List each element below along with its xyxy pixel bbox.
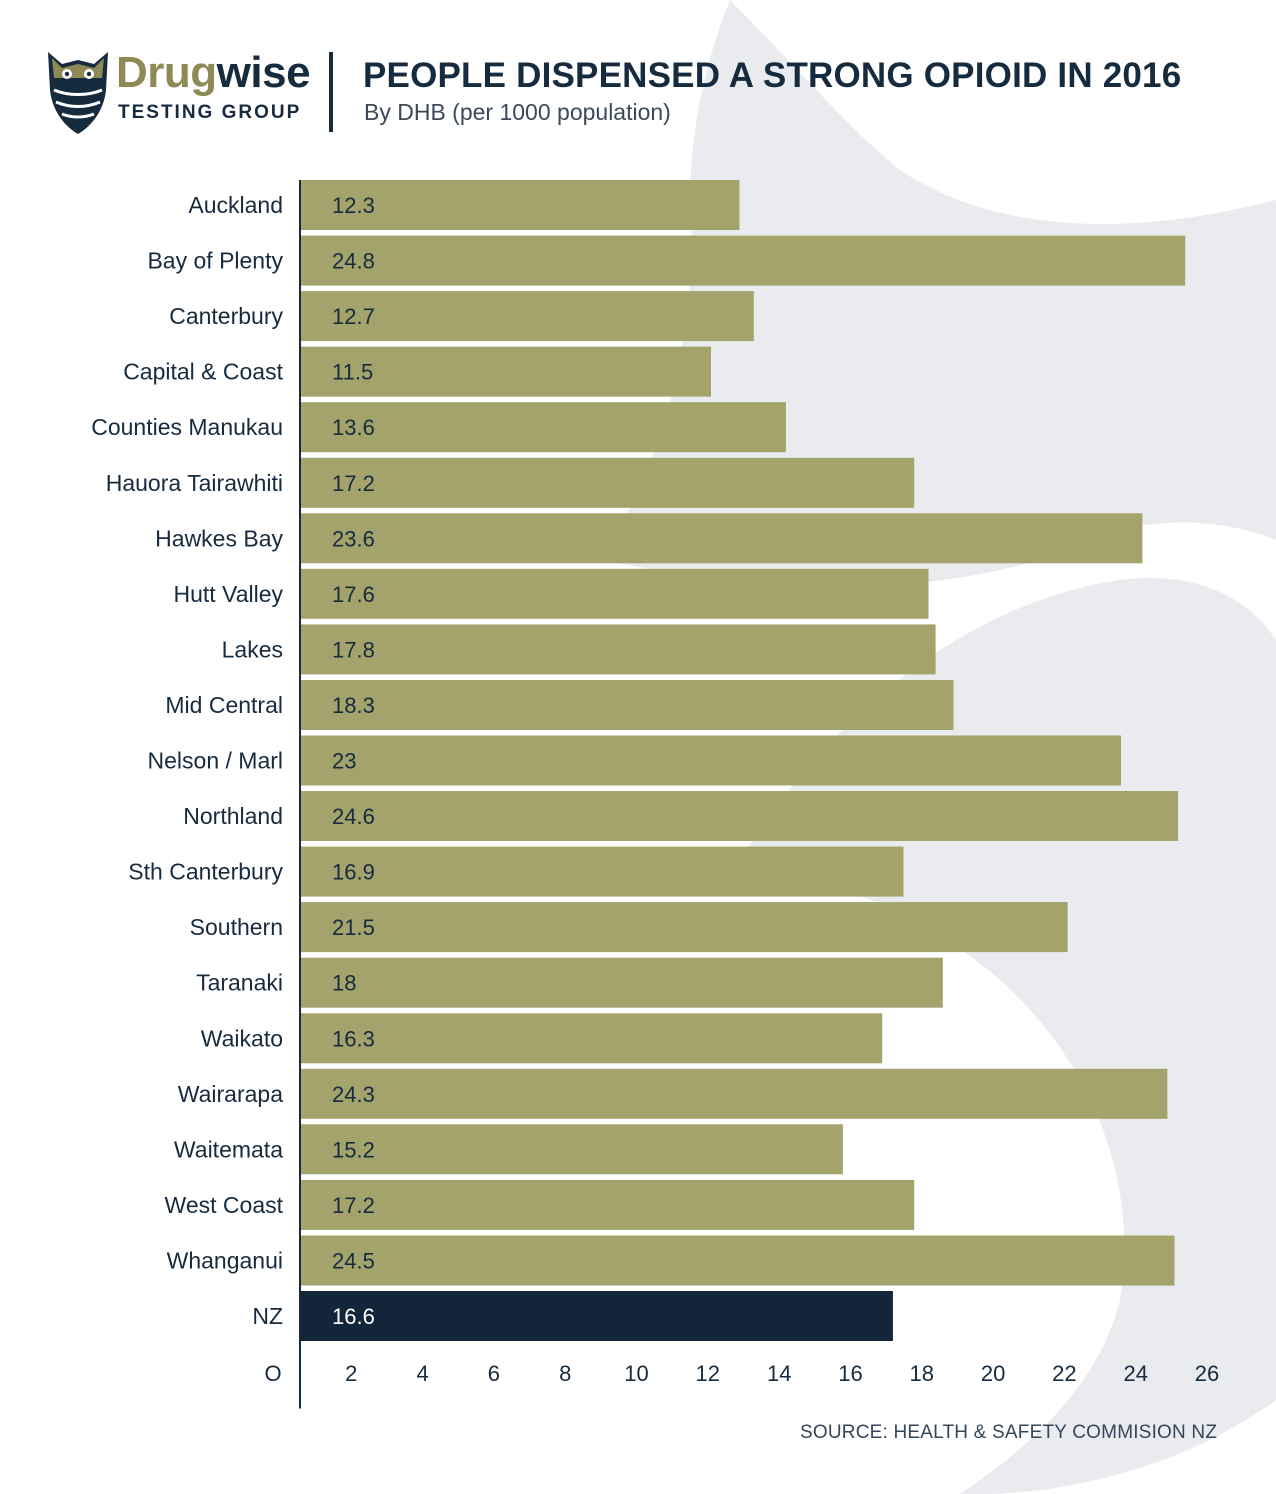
x-tick-label: O — [264, 1361, 281, 1386]
x-tick-label: 18 — [910, 1361, 934, 1386]
value-label: 16.9 — [332, 860, 375, 885]
value-label: 15.2 — [332, 1137, 375, 1162]
value-label: 16.3 — [332, 1026, 375, 1051]
bar — [301, 957, 943, 1008]
bar — [301, 291, 754, 342]
value-label: 18.3 — [332, 693, 375, 718]
category-label: NZ — [252, 1303, 283, 1329]
bar — [301, 735, 1121, 786]
bar — [301, 513, 1143, 564]
category-label: Hauora Tairawhiti — [106, 470, 283, 496]
category-label: Northland — [183, 803, 283, 829]
x-tick-label: 4 — [416, 1361, 428, 1386]
x-tick-label: 20 — [981, 1361, 1005, 1386]
category-label: Wairarapa — [178, 1081, 283, 1107]
category-label: Taranaki — [196, 970, 283, 996]
logo-word-part2: wise — [216, 48, 311, 97]
chart-subtitle: By DHB (per 1000 population) — [364, 99, 671, 125]
value-label: 11.5 — [332, 360, 373, 385]
value-label: 13.6 — [332, 415, 375, 440]
category-label: Auckland — [188, 192, 283, 218]
logo-word-part1: Drug — [116, 48, 217, 97]
value-label: 17.2 — [332, 471, 375, 496]
bar — [301, 457, 915, 508]
category-label: Hawkes Bay — [155, 525, 283, 551]
value-label: 17.6 — [332, 582, 375, 607]
category-label: Bay of Plenty — [147, 248, 283, 274]
logo: Drugwise TESTING GROUP — [44, 46, 314, 136]
value-label: 18 — [332, 971, 356, 996]
bar — [301, 1179, 915, 1230]
logo-wordmark: Drugwise — [116, 48, 311, 98]
value-label: 24.3 — [332, 1082, 375, 1107]
bar — [301, 235, 1186, 286]
category-label: Counties Manukau — [91, 414, 283, 440]
bar — [301, 680, 954, 730]
bar — [301, 1124, 843, 1175]
bar — [301, 180, 740, 230]
category-label: Southern — [190, 914, 283, 940]
category-label: Hutt Valley — [173, 581, 283, 607]
x-tick-label: 12 — [696, 1361, 720, 1386]
category-label: Whanganui — [167, 1248, 283, 1274]
value-label: 23 — [332, 749, 356, 774]
category-label: Capital & Coast — [123, 359, 283, 385]
category-label: Nelson / Marl — [148, 748, 283, 774]
bars-layer — [301, 180, 1186, 1341]
bar — [301, 624, 936, 675]
x-tick-label: 26 — [1195, 1361, 1219, 1386]
category-label: West Coast — [165, 1192, 284, 1218]
x-tick-label: 22 — [1052, 1361, 1076, 1386]
value-label: 12.3 — [332, 193, 375, 218]
value-label: 24.6 — [332, 804, 375, 829]
value-label: 17.8 — [332, 637, 375, 662]
bar — [301, 1013, 883, 1064]
category-label: Canterbury — [169, 303, 283, 329]
value-label: 12.7 — [332, 304, 375, 329]
x-tick-label: 16 — [838, 1361, 862, 1386]
bar — [301, 346, 711, 397]
category-label: Waikato — [201, 1025, 283, 1051]
header-divider — [329, 52, 333, 132]
x-tick-label: 14 — [767, 1361, 791, 1386]
value-label: 24.8 — [332, 249, 375, 274]
category-label: Waitemata — [174, 1136, 283, 1162]
source-note: SOURCE: HEALTH & SAFETY COMMISION NZ — [800, 1422, 1218, 1443]
bar — [301, 1235, 1175, 1286]
category-label: Sth Canterbury — [128, 859, 283, 885]
owl-shield-icon — [48, 52, 108, 134]
value-label: 17.2 — [332, 1193, 375, 1218]
bar — [301, 902, 1068, 953]
value-label: 21.5 — [332, 915, 375, 940]
category-label: Mid Central — [165, 692, 283, 718]
x-tick-label: 6 — [488, 1361, 500, 1386]
header: Drugwise TESTING GROUP PEOPLE DISPENSED … — [0, 0, 1276, 150]
bar-highlight — [301, 1291, 893, 1341]
bar — [301, 791, 1179, 841]
x-tick-label: 10 — [624, 1361, 648, 1386]
x-tick-label: 24 — [1123, 1361, 1147, 1386]
value-labels: 12.3 24.8 12.7 11.5 13.6 17.2 23.6 17.6 17.8 18.3… — [332, 193, 375, 1329]
bar — [301, 568, 929, 619]
category-label: Lakes — [222, 636, 283, 662]
x-tick-label: 8 — [559, 1361, 571, 1386]
chart-title: PEOPLE DISPENSED A STRONG OPIOID IN 2016 — [363, 56, 1182, 95]
bar — [301, 1068, 1168, 1119]
value-label: 16.6 — [332, 1304, 375, 1329]
value-label: 24.5 — [332, 1249, 375, 1274]
bar — [301, 402, 786, 453]
value-label: 23.6 — [332, 526, 375, 551]
category-labels: Auckland Bay of Plenty Canterbury Capital &… — [91, 192, 283, 1329]
logo-tagline: TESTING GROUP — [118, 102, 302, 123]
x-axis: O 2 4 6 8 10 12 14 16 18 20 22 24 26 — [264, 180, 1219, 1409]
x-tick-label: 2 — [345, 1361, 357, 1386]
bar — [301, 846, 904, 897]
